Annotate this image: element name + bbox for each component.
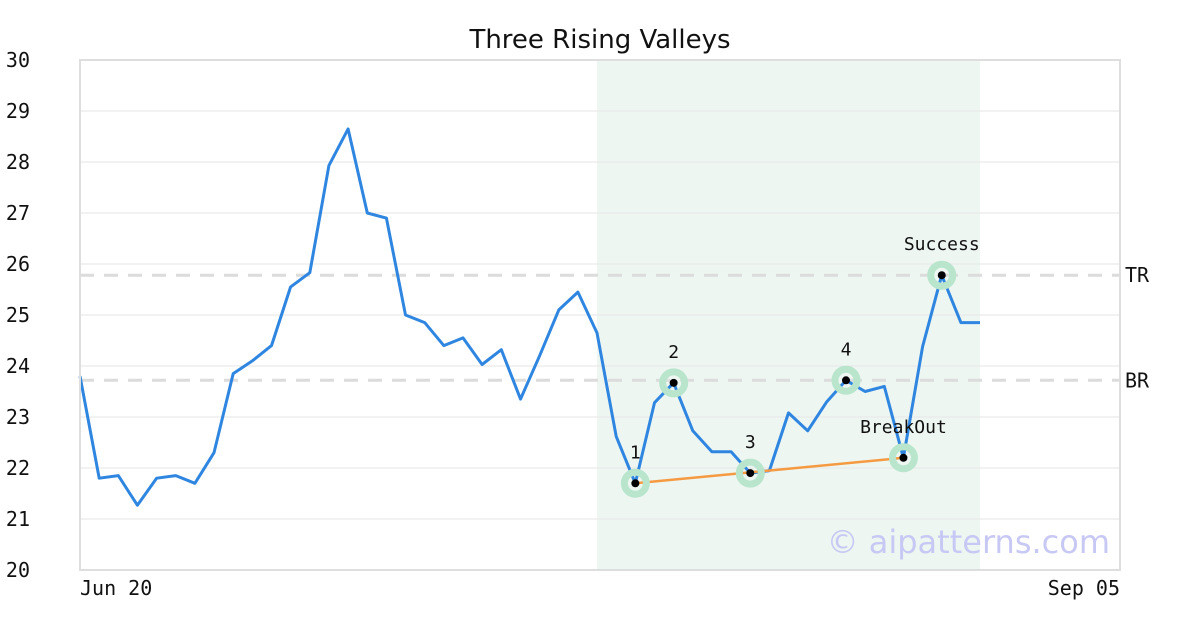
y-tick-label: 29 [6,99,30,123]
y-tick-label: 30 [6,48,30,72]
chart-title: Three Rising Valleys [468,25,730,55]
plot-frame [79,59,1121,571]
y-tick-label: 24 [6,354,30,378]
level-label-tr: TR [1125,263,1150,287]
marker-dot-success [937,271,946,280]
marker-label-1: 1 [630,442,641,463]
y-tick-label: 25 [6,303,30,327]
marker-label-3: 3 [745,432,756,453]
level-label-br: BR [1125,368,1150,392]
marker-label-4: 4 [841,339,852,360]
marker-dot-2 [669,378,678,387]
y-tick-label: 28 [6,150,30,174]
y-tick-label: 27 [6,201,30,225]
price-line [78,127,980,507]
marker-label-2: 2 [668,342,679,363]
y-tick-label: 20 [6,558,30,582]
marker-dot-4 [842,376,850,385]
y-tick-label: 21 [6,507,30,531]
x-tick-label: Jun 20 [80,576,152,600]
x-tick-label: Sep 05 [1048,576,1120,600]
marker-halo-3 [735,458,765,488]
marker-halo-breakout [888,443,918,473]
y-tick-label: 23 [6,405,30,429]
marker-dot-1 [631,479,640,488]
marker-halo-2 [659,368,689,398]
marker-halo-1 [620,468,650,498]
marker-label-breakout: BreakOut [860,417,947,438]
marker-dot-3 [746,469,755,478]
watermark: © aipatterns.com [827,523,1110,561]
marker-dot-breakout [899,453,908,462]
marker-halo-4 [831,365,861,395]
marker-label-success: Success [904,234,980,255]
marker-halo-success [927,260,957,290]
support-line [635,456,904,485]
y-tick-label: 26 [6,252,30,276]
y-tick-label: 22 [6,456,30,480]
